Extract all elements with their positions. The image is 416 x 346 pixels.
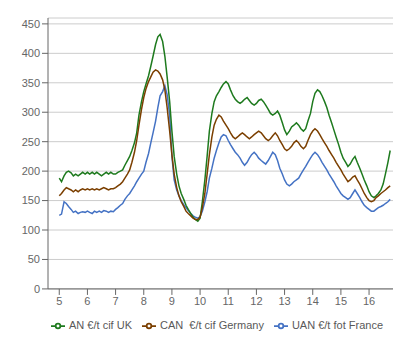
svg-text:8: 8	[141, 295, 147, 307]
svg-text:5: 5	[56, 295, 62, 307]
svg-text:300: 300	[22, 106, 40, 118]
svg-text:150: 150	[22, 194, 40, 206]
svg-text:200: 200	[22, 165, 40, 177]
svg-text:16: 16	[363, 295, 375, 307]
html-text:CAN €/t cif Germany: CAN €/t cif Germany	[160, 318, 264, 331]
svg-text:11: 11	[223, 295, 234, 307]
svg-text:10: 10	[194, 295, 206, 307]
svg-text:50: 50	[28, 253, 40, 265]
svg-text:450: 450	[22, 18, 40, 30]
svg-text:6: 6	[84, 295, 90, 307]
svg-text:14: 14	[307, 295, 319, 307]
html-text:AN €/t cif UK: AN €/t cif UK	[69, 318, 132, 331]
svg-text:250: 250	[22, 136, 40, 148]
svg-text:400: 400	[22, 47, 40, 59]
svg-text:100: 100	[22, 224, 40, 236]
html-text:UAN €/t fot France: UAN €/t fot France	[291, 318, 383, 331]
svg-text:12: 12	[250, 295, 262, 307]
svg-text:15: 15	[335, 295, 347, 307]
svg-text:9: 9	[169, 295, 175, 307]
svg-text:13: 13	[278, 295, 290, 307]
svg-text:350: 350	[22, 77, 40, 89]
svg-text:7: 7	[113, 295, 119, 307]
svg-text:0: 0	[34, 283, 40, 295]
